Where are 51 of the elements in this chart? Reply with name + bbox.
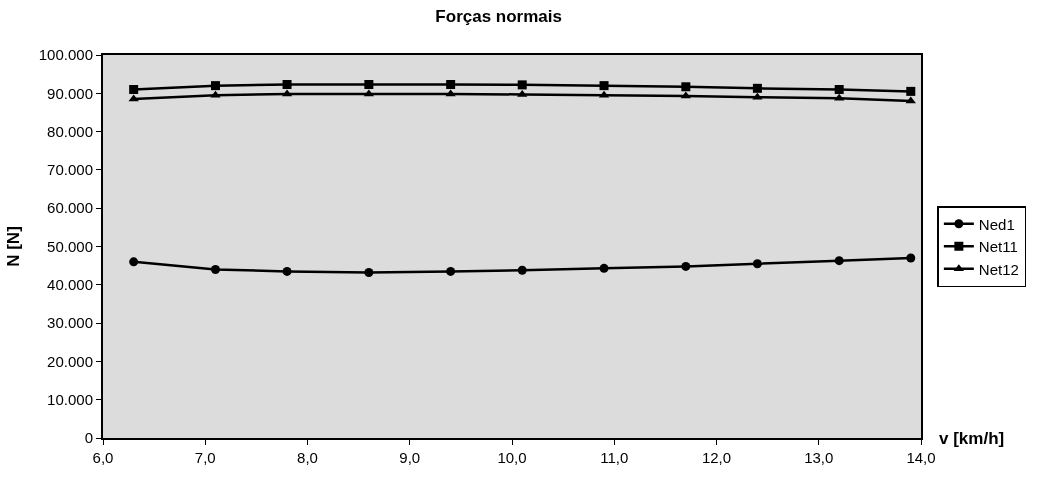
point [681, 261, 691, 271]
x-tick-label: 8,0 [297, 449, 318, 466]
point [129, 84, 139, 94]
point [752, 83, 762, 93]
point [599, 81, 609, 91]
point [364, 79, 374, 89]
point [834, 84, 844, 94]
point [282, 79, 292, 89]
point [129, 257, 139, 267]
legend-label: Net11 [978, 238, 1018, 256]
x-tick-label: 10,0 [497, 449, 527, 466]
x-tick-label: 11,0 [600, 449, 629, 466]
x-tick-label: 13,0 [804, 449, 834, 466]
x-tick-label: 14,0 [906, 449, 936, 466]
point [210, 264, 220, 274]
point [834, 93, 845, 101]
y-tick-label: 70.000 [47, 161, 93, 179]
y-tick-label: 90.000 [47, 84, 93, 102]
point [282, 266, 292, 276]
point [834, 256, 844, 266]
y-tick-label: 80.000 [47, 122, 93, 140]
point [906, 86, 916, 96]
y-tick-label: 40.000 [47, 276, 93, 294]
x-tick-label: 9,0 [399, 449, 421, 466]
y-axis-title: N [N] [3, 226, 23, 267]
y-tick-label: 60.000 [47, 199, 93, 217]
chart-title: Forças normais [435, 6, 562, 26]
point [905, 96, 916, 104]
x-axis-title: v [km/h] [939, 429, 1005, 448]
point [517, 89, 528, 97]
point [517, 80, 527, 90]
y-tick-label: 30.000 [47, 314, 93, 332]
point [681, 82, 691, 92]
point [517, 265, 527, 275]
point [752, 259, 762, 269]
point [446, 266, 456, 276]
y-tick-label: 50.000 [47, 237, 93, 255]
legend-label: Net12 [978, 260, 1019, 278]
legend-label: Ned1 [978, 215, 1015, 233]
y-tick-label: 0 [84, 429, 93, 447]
point [599, 263, 609, 273]
x-tick-label: 6,0 [92, 449, 114, 466]
x-tick-label: 12,0 [701, 449, 732, 466]
point [364, 268, 374, 278]
y-tick-label: 10.000 [47, 390, 93, 408]
x-tick-label: 7,0 [194, 449, 216, 466]
y-tick-label: 100.000 [38, 46, 93, 64]
point [210, 81, 220, 91]
point [446, 79, 456, 89]
y-tick-label: 20.000 [47, 352, 93, 370]
point [906, 253, 916, 263]
